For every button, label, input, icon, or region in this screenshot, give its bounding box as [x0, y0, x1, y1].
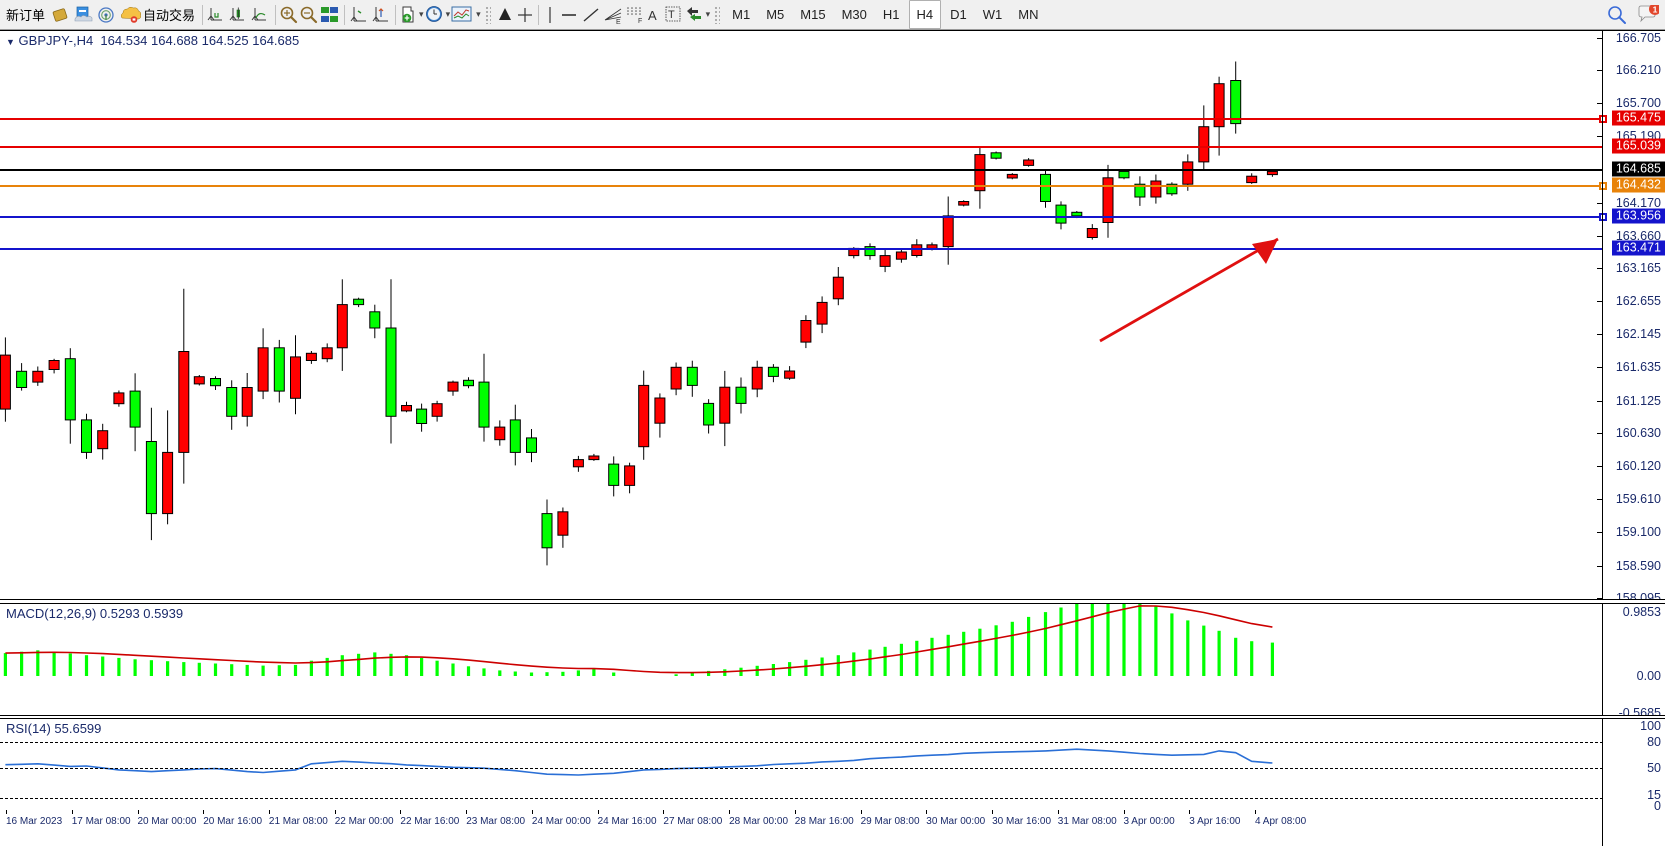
svg-text:E: E — [616, 19, 621, 25]
svg-text:A: A — [648, 8, 657, 23]
svg-text:F: F — [638, 18, 642, 25]
svg-text:1: 1 — [1653, 5, 1658, 14]
svg-text:T: T — [668, 9, 675, 21]
